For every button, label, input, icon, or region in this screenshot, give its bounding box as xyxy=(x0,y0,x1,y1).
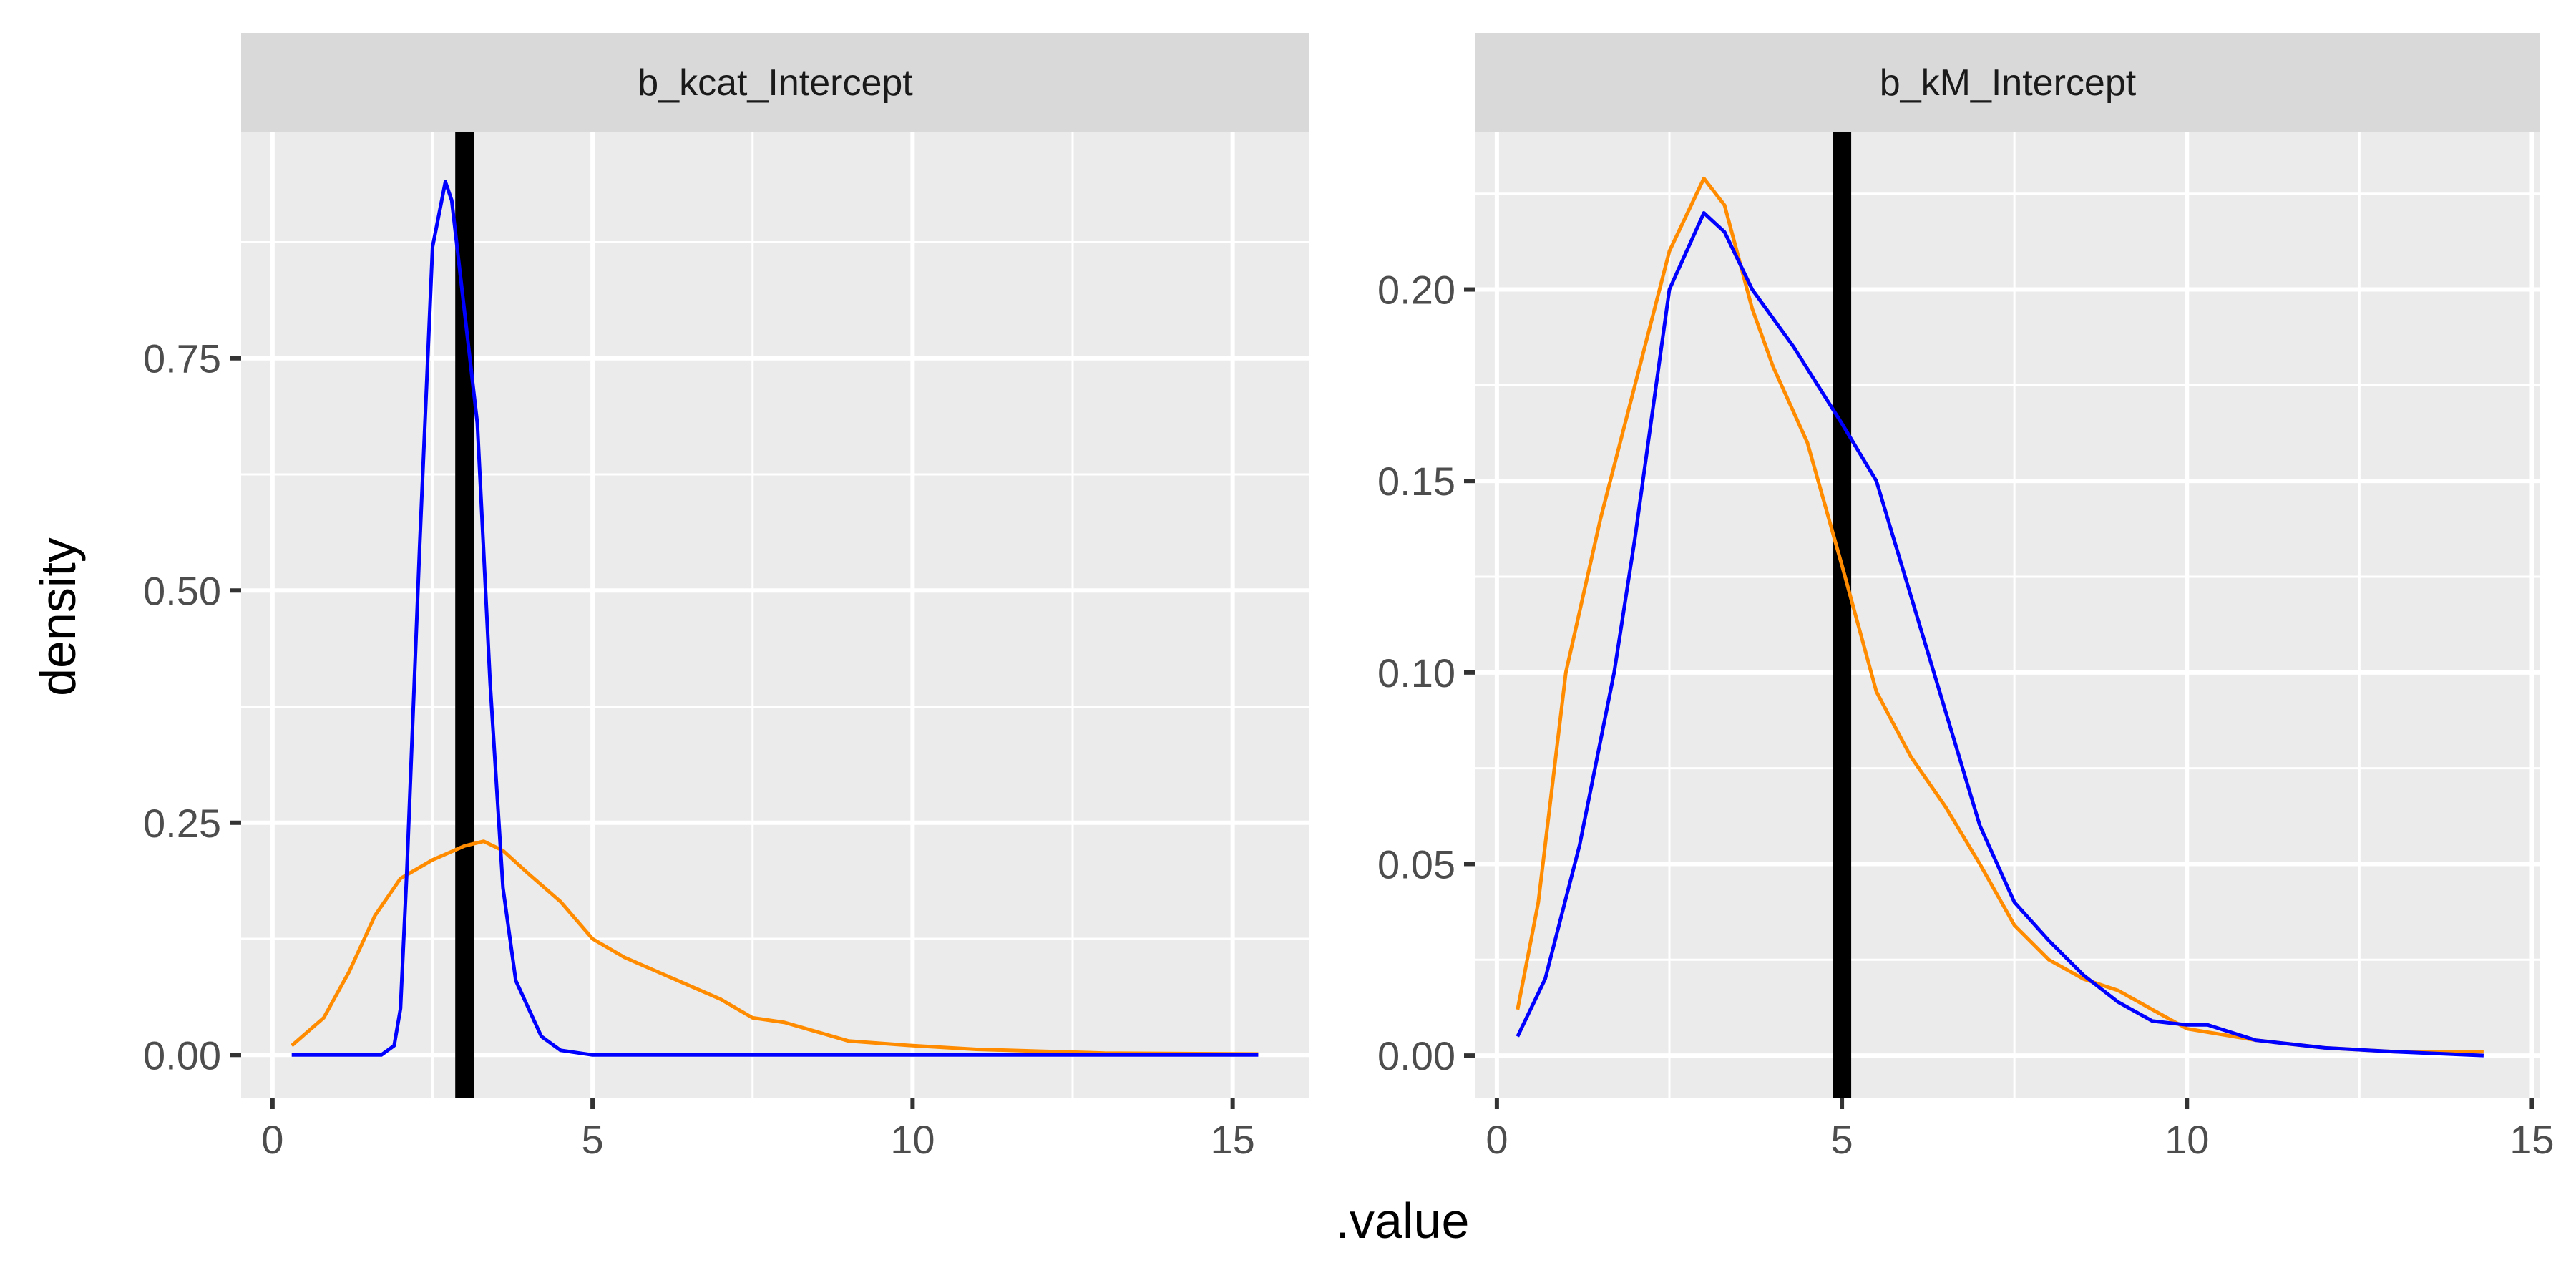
y-tick-label: 0.50 xyxy=(143,568,221,613)
x-tick-label: 5 xyxy=(582,1117,604,1162)
facet-strip xyxy=(1475,33,2540,132)
density-line-blue xyxy=(1516,211,2484,1058)
y-tick-label: 0.15 xyxy=(1377,459,1455,504)
density-line-blue xyxy=(291,180,1259,1057)
facet-km: b_kM_Intercept 0 5 10 15 0.00 0.05 0.10 0.15 0.20 xyxy=(1377,33,2555,1162)
density-line-orange xyxy=(291,839,1259,1056)
y-tick-label: 0.00 xyxy=(143,1033,221,1078)
y-tick-label: 0.25 xyxy=(143,801,221,846)
y-tick-label: 0.75 xyxy=(143,336,221,381)
y-tick-label: 0.10 xyxy=(1377,650,1455,696)
y-tick-label: 0.20 xyxy=(1377,268,1455,313)
x-tick-label: 15 xyxy=(2509,1117,2554,1162)
facet-kcat: b_kcat_Intercept 0 5 10 15 0.00 0.25 0.50 0.75 xyxy=(143,33,1309,1162)
facet-strip xyxy=(241,33,1309,132)
y-tick-label: 0.00 xyxy=(1377,1033,1455,1078)
y-tick-label: 0.05 xyxy=(1377,841,1455,887)
x-tick-label: 15 xyxy=(1211,1117,1255,1162)
y-axis-title: density xyxy=(30,537,86,696)
x-tick-label: 0 xyxy=(1485,1117,1508,1162)
x-tick-label: 5 xyxy=(1830,1117,1853,1162)
x-tick-label: 10 xyxy=(2165,1117,2209,1162)
panel-background xyxy=(1475,132,2540,1098)
x-tick-label: 10 xyxy=(890,1117,935,1162)
facet-strip-label: b_kcat_Intercept xyxy=(638,62,913,104)
x-axis-title: .value xyxy=(1336,1193,1470,1249)
panel-background xyxy=(241,132,1309,1098)
facet-strip-label: b_kM_Intercept xyxy=(1880,62,2137,104)
x-tick-label: 0 xyxy=(261,1117,283,1162)
